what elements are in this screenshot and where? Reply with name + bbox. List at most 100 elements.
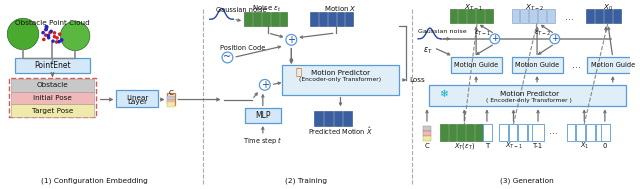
- Circle shape: [222, 52, 233, 63]
- Text: ( Encoder-only Transformer ): ( Encoder-only Transformer ): [486, 98, 572, 103]
- FancyBboxPatch shape: [253, 12, 261, 26]
- FancyBboxPatch shape: [9, 78, 96, 117]
- FancyBboxPatch shape: [15, 58, 90, 73]
- FancyBboxPatch shape: [314, 111, 323, 126]
- Point: [54, 33, 65, 36]
- Text: ...: ...: [549, 126, 558, 136]
- Text: $\epsilon_T$: $\epsilon_T$: [423, 45, 433, 56]
- FancyBboxPatch shape: [337, 12, 344, 26]
- FancyBboxPatch shape: [601, 124, 610, 141]
- Text: ...: ...: [572, 60, 581, 70]
- Text: 0: 0: [603, 143, 607, 149]
- Text: (Encoder-only Transformer): (Encoder-only Transformer): [300, 77, 381, 82]
- Point: [49, 35, 60, 38]
- Text: 🔥: 🔥: [295, 66, 301, 76]
- Text: $X_{T-1}$: $X_{T-1}$: [504, 140, 522, 151]
- Text: +: +: [287, 35, 295, 45]
- FancyBboxPatch shape: [168, 100, 175, 103]
- FancyBboxPatch shape: [520, 9, 528, 23]
- Point: [41, 28, 51, 31]
- Text: +: +: [261, 80, 269, 90]
- Text: MLP: MLP: [255, 111, 271, 120]
- Text: Position Code: Position Code: [220, 45, 265, 51]
- Text: Noise $\epsilon_t$: Noise $\epsilon_t$: [252, 3, 282, 14]
- FancyBboxPatch shape: [319, 12, 327, 26]
- Text: (3) Generation: (3) Generation: [500, 177, 554, 184]
- Text: Target Pose: Target Pose: [32, 108, 73, 114]
- FancyBboxPatch shape: [604, 9, 612, 23]
- Point: [41, 25, 51, 28]
- Point: [44, 36, 54, 39]
- FancyBboxPatch shape: [529, 9, 537, 23]
- Point: [46, 30, 56, 33]
- FancyBboxPatch shape: [271, 12, 278, 26]
- FancyBboxPatch shape: [346, 12, 353, 26]
- Circle shape: [259, 79, 270, 90]
- Text: $X_1$: $X_1$: [580, 140, 589, 151]
- FancyBboxPatch shape: [483, 124, 492, 141]
- Point: [38, 38, 49, 41]
- Text: PointEnet: PointEnet: [34, 61, 71, 70]
- Text: Initial Pose: Initial Pose: [33, 95, 72, 101]
- Text: ~: ~: [223, 52, 232, 62]
- FancyBboxPatch shape: [282, 65, 399, 95]
- FancyBboxPatch shape: [344, 111, 352, 126]
- FancyBboxPatch shape: [458, 124, 465, 141]
- FancyBboxPatch shape: [586, 9, 594, 23]
- FancyBboxPatch shape: [116, 90, 157, 107]
- FancyBboxPatch shape: [451, 57, 502, 73]
- Circle shape: [286, 34, 297, 45]
- FancyBboxPatch shape: [310, 12, 318, 26]
- FancyBboxPatch shape: [587, 57, 638, 73]
- FancyBboxPatch shape: [586, 124, 595, 141]
- Text: Motion $X$: Motion $X$: [324, 4, 357, 13]
- FancyBboxPatch shape: [423, 131, 431, 136]
- Circle shape: [7, 18, 39, 50]
- Text: T: T: [485, 143, 489, 149]
- Text: $X_0$: $X_0$: [603, 2, 613, 13]
- Point: [54, 40, 64, 43]
- Text: $\epsilon_{T-2}$: $\epsilon_{T-2}$: [534, 28, 552, 38]
- Point: [56, 38, 67, 41]
- FancyBboxPatch shape: [458, 9, 467, 23]
- Text: Layer: Layer: [127, 99, 147, 105]
- Circle shape: [490, 34, 500, 44]
- FancyBboxPatch shape: [333, 111, 342, 126]
- FancyBboxPatch shape: [12, 105, 94, 117]
- Point: [40, 28, 51, 31]
- Text: ...: ...: [565, 12, 574, 22]
- FancyBboxPatch shape: [440, 124, 447, 141]
- FancyBboxPatch shape: [476, 9, 484, 23]
- FancyBboxPatch shape: [168, 102, 175, 107]
- Text: Motion Predictor: Motion Predictor: [500, 91, 559, 97]
- FancyBboxPatch shape: [245, 108, 280, 123]
- FancyBboxPatch shape: [538, 9, 546, 23]
- FancyBboxPatch shape: [577, 124, 585, 141]
- FancyBboxPatch shape: [280, 12, 287, 26]
- FancyBboxPatch shape: [612, 9, 621, 23]
- FancyBboxPatch shape: [324, 111, 333, 126]
- Point: [38, 31, 48, 34]
- Text: Obstacle: Obstacle: [36, 82, 68, 88]
- Text: $X_{T-2}$: $X_{T-2}$: [525, 2, 545, 13]
- FancyBboxPatch shape: [485, 9, 493, 23]
- Text: $\epsilon_{T-1}$: $\epsilon_{T-1}$: [474, 28, 492, 38]
- FancyBboxPatch shape: [509, 124, 517, 141]
- Text: $X_T(\epsilon_T)$: $X_T(\epsilon_T)$: [454, 141, 475, 150]
- Text: +: +: [491, 34, 499, 43]
- Text: T-1: T-1: [533, 143, 543, 149]
- Circle shape: [60, 21, 90, 51]
- FancyBboxPatch shape: [449, 9, 458, 23]
- Text: C: C: [424, 143, 429, 149]
- FancyBboxPatch shape: [511, 9, 520, 23]
- FancyBboxPatch shape: [499, 124, 508, 141]
- FancyBboxPatch shape: [168, 96, 175, 100]
- FancyBboxPatch shape: [547, 9, 555, 23]
- FancyBboxPatch shape: [423, 126, 431, 131]
- FancyBboxPatch shape: [168, 93, 175, 105]
- Text: +: +: [551, 34, 559, 43]
- FancyBboxPatch shape: [12, 79, 94, 92]
- Text: Predicted Motion $\hat{X}$: Predicted Motion $\hat{X}$: [308, 126, 373, 137]
- FancyBboxPatch shape: [12, 92, 94, 105]
- Circle shape: [550, 34, 559, 44]
